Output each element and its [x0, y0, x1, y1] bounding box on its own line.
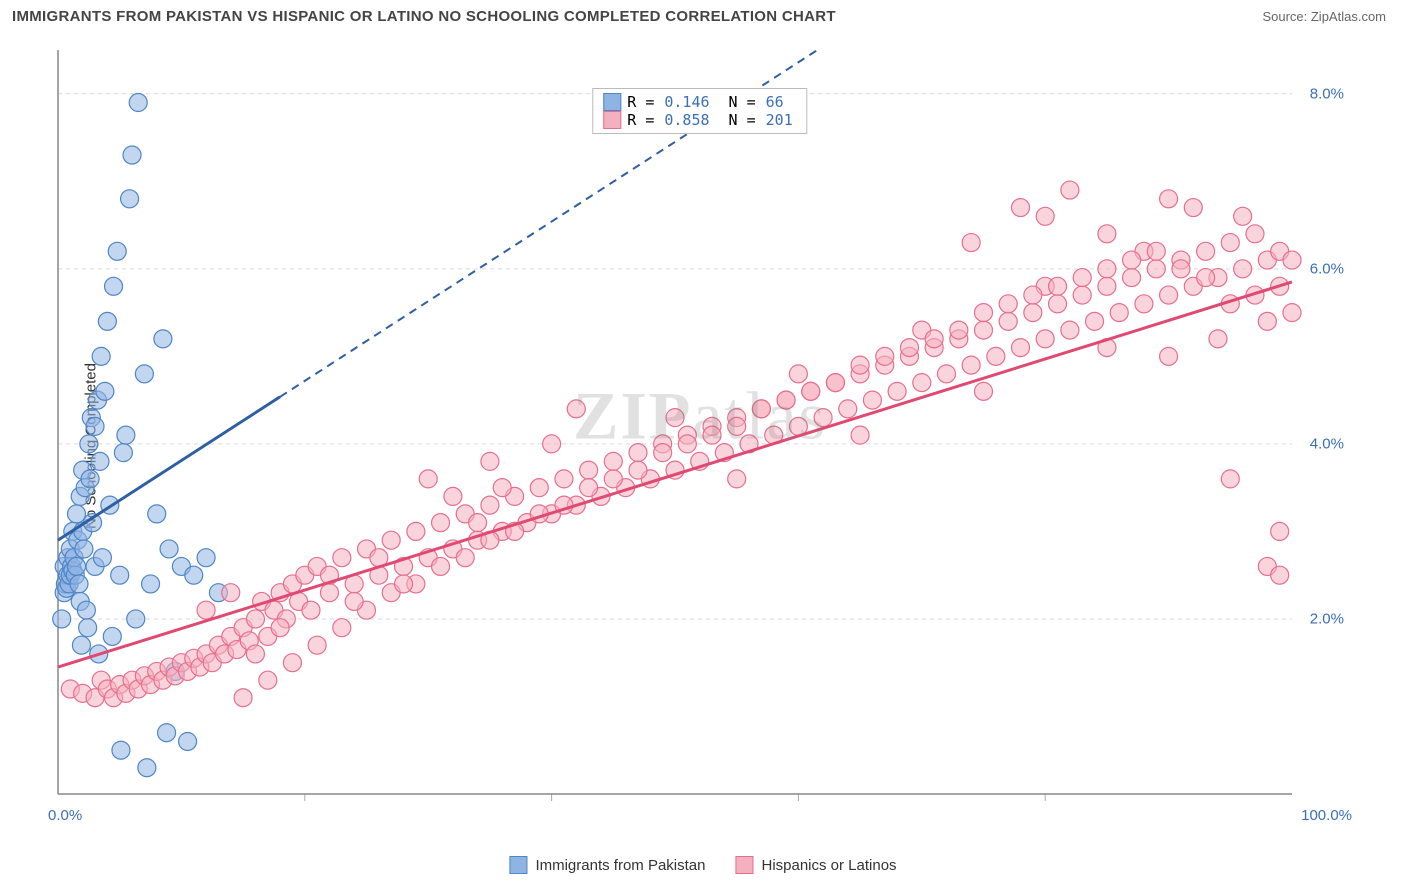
- chart-area: ZIPatlas R = 0.146 N = 66 R = 0.858 N = …: [50, 42, 1350, 822]
- y-tick-label: 6.0%: [1310, 260, 1344, 277]
- x-axis-end-label: 100.0%: [1301, 807, 1352, 824]
- y-tick-label: 8.0%: [1310, 85, 1344, 102]
- stats-row-pakistan: R = 0.146 N = 66: [603, 93, 796, 111]
- stats-legend: R = 0.146 N = 66 R = 0.858 N = 201: [592, 88, 807, 134]
- legend-label-pakistan: Immigrants from Pakistan: [535, 857, 705, 874]
- scatter-plot-svg: [50, 42, 1350, 822]
- legend-swatch-hispanic: [735, 856, 753, 874]
- legend-item-pakistan: Immigrants from Pakistan: [509, 856, 705, 874]
- source-label: Source: ZipAtlas.com: [1262, 9, 1386, 24]
- series-legend: Immigrants from Pakistan Hispanics or La…: [509, 856, 896, 874]
- r-value-hispanic: 0.858: [660, 111, 713, 129]
- stats-row-hispanic: R = 0.858 N = 201: [603, 111, 796, 129]
- swatch-pakistan: [603, 93, 621, 111]
- swatch-hispanic: [603, 111, 621, 129]
- x-axis-start-label: 0.0%: [48, 807, 82, 824]
- legend-item-hispanic: Hispanics or Latinos: [735, 856, 896, 874]
- r-value-pakistan: 0.146: [660, 93, 713, 111]
- n-value-pakistan: 66: [762, 93, 788, 111]
- legend-swatch-pakistan: [509, 856, 527, 874]
- y-tick-label: 4.0%: [1310, 435, 1344, 452]
- y-tick-label: 2.0%: [1310, 610, 1344, 627]
- chart-title: IMMIGRANTS FROM PAKISTAN VS HISPANIC OR …: [12, 8, 836, 25]
- legend-label-hispanic: Hispanics or Latinos: [761, 857, 896, 874]
- n-value-hispanic: 201: [762, 111, 797, 129]
